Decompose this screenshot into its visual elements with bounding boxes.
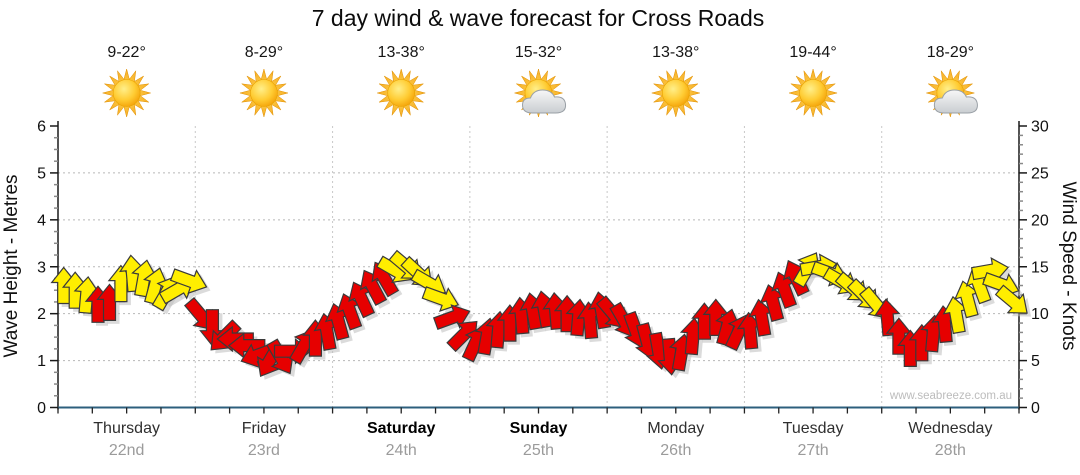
sun-disc	[387, 79, 416, 107]
left-axis-tick-label: 3	[37, 259, 46, 276]
date-label: 23rd	[248, 442, 280, 459]
temp-label: 8-29°	[245, 44, 283, 61]
sun-cloud-icon	[925, 68, 978, 118]
right-axis-tick-label: 20	[1031, 212, 1049, 229]
wind-arrows	[50, 249, 1028, 378]
wind-arrow	[169, 268, 208, 295]
day-label-friday: Friday	[242, 420, 286, 437]
day-label-sunday: Sunday	[510, 420, 568, 437]
cloud	[521, 89, 567, 114]
date-label: 25th	[523, 442, 554, 459]
date-label: 28th	[935, 442, 966, 459]
cloud	[933, 89, 978, 114]
temperature-row: 9-22° 8-29° 13-38° 15-32° 13-38° 19-44° 18-29°	[107, 44, 974, 61]
day-label-saturday: Saturday	[367, 420, 436, 437]
right-axis-tick-label: 5	[1031, 353, 1040, 370]
temp-label: 9-22°	[107, 44, 145, 61]
sun-icon	[650, 68, 701, 118]
left-axis-label: Wave Height - Metres	[1, 174, 22, 357]
right-axis-label: Wind Speed - Knots	[1058, 182, 1079, 351]
right-axis-tick-label: 15	[1031, 259, 1049, 276]
sun-icon	[238, 68, 289, 118]
day-label-tuesday: Tuesday	[783, 420, 844, 437]
right-axis-tick-label: 25	[1031, 165, 1049, 182]
sun-cloud-icon	[513, 68, 567, 118]
wind-arrow	[994, 284, 1028, 314]
sun-disc	[112, 79, 141, 107]
day-label-wednesday: Wednesday	[908, 420, 992, 437]
sun-disc	[661, 79, 690, 107]
weather-icons	[101, 68, 978, 118]
sun-icon	[376, 68, 427, 118]
right-axis-tick-label: 10	[1031, 306, 1049, 323]
day-labels: Thursday 22nd Friday 23rd Saturday 24th Sunday…	[93, 420, 992, 459]
left-axis-tick-label: 0	[37, 400, 46, 417]
sun-icon	[101, 68, 152, 118]
date-label: 24th	[386, 442, 417, 459]
temp-label: 13-38°	[652, 44, 699, 61]
right-axis-tick-label: 30	[1031, 119, 1049, 136]
date-label: 26th	[660, 442, 691, 459]
sun-disc	[250, 79, 278, 107]
watermark: www.seabreeze.com.au	[889, 390, 1012, 402]
left-axis-tick-label: 6	[37, 119, 46, 136]
right-axis-tick-label: 0	[1031, 400, 1040, 417]
temp-label: 18-29°	[927, 44, 974, 61]
temp-label: 19-44°	[789, 44, 836, 61]
left-axis-tick-label: 1	[37, 353, 46, 370]
temp-label: 15-32°	[515, 44, 562, 61]
temp-label: 13-38°	[378, 44, 425, 61]
axes: 0 1 2 3 4 5 6 0 5 10 15 20 25 30	[37, 119, 1049, 418]
date-label: 22nd	[109, 442, 145, 459]
chart-title: 7 day wind & wave forecast for Cross Roa…	[312, 5, 765, 31]
left-axis-tick-label: 4	[37, 212, 46, 229]
date-label: 27th	[798, 442, 829, 459]
sun-disc	[799, 79, 827, 107]
left-axis-tick-label: 2	[37, 306, 46, 323]
sun-icon	[788, 68, 839, 118]
day-label-monday: Monday	[647, 420, 704, 437]
day-label-thursday: Thursday	[93, 420, 160, 437]
wind-arrow	[421, 286, 460, 312]
gridlines	[58, 126, 1019, 408]
left-axis-tick-label: 5	[37, 165, 46, 182]
